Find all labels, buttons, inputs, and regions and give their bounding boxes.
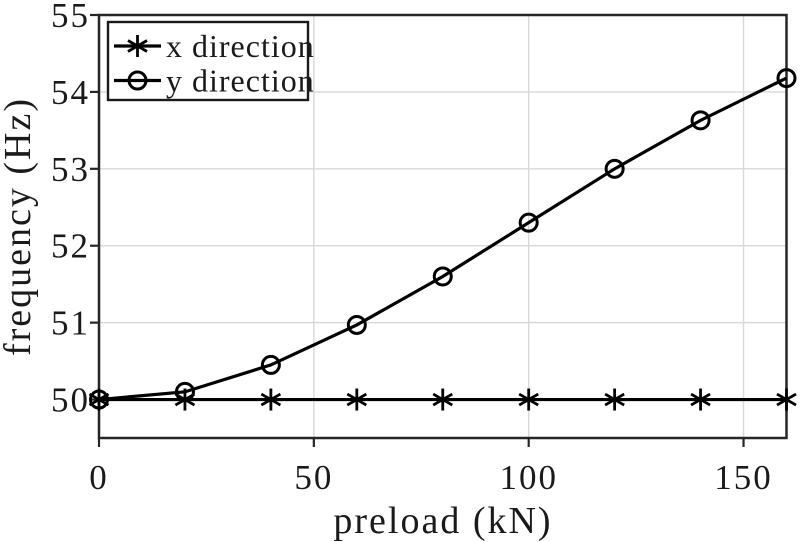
y-tick-label: 53 bbox=[51, 150, 90, 189]
axes: 50 51 52 53 54 55 0 50 100 150 bbox=[51, 0, 788, 497]
asterisk-marker bbox=[604, 388, 625, 411]
data-series bbox=[88, 68, 797, 411]
circle-marker bbox=[776, 68, 797, 89]
asterisk-marker bbox=[127, 35, 148, 57]
circle-marker bbox=[89, 389, 109, 410]
asterisk-spoke bbox=[518, 392, 539, 407]
circle-marker bbox=[174, 381, 195, 402]
circle-marker bbox=[346, 314, 367, 335]
y-tick-label: 54 bbox=[51, 73, 90, 112]
y-tick-label: 51 bbox=[51, 304, 90, 343]
circle-marker-shape bbox=[604, 158, 625, 179]
legend-item-label: x direction bbox=[166, 28, 315, 64]
plot-box bbox=[97, 13, 788, 440]
asterisk-spoke bbox=[432, 392, 453, 407]
asterisk-marker bbox=[346, 388, 368, 411]
circle-marker-shape bbox=[518, 212, 539, 233]
asterisk-marker bbox=[776, 388, 797, 411]
circle-marker-shape bbox=[260, 354, 281, 375]
y-tick-label: 55 bbox=[51, 0, 90, 35]
asterisk-marker bbox=[518, 388, 539, 411]
y-tick-label: 52 bbox=[51, 227, 90, 266]
asterisk-marker bbox=[690, 388, 711, 411]
x-tick-label: 150 bbox=[714, 458, 773, 497]
series-x-direction bbox=[88, 388, 797, 411]
asterisk-spoke bbox=[346, 392, 368, 407]
x-tick-label: 100 bbox=[499, 458, 558, 497]
legend-item-label: y direction bbox=[166, 63, 315, 99]
x-axis-label: preload (kN) bbox=[333, 500, 552, 542]
circle-marker-shape bbox=[346, 314, 367, 335]
circle-marker-shape bbox=[776, 68, 797, 89]
asterisk-marker bbox=[260, 388, 282, 411]
y-tick-label: 50 bbox=[51, 381, 90, 420]
circle-marker-shape bbox=[174, 381, 195, 402]
x-tick-label: 0 bbox=[89, 458, 109, 497]
circle-marker-shape bbox=[690, 110, 711, 131]
circle-marker bbox=[518, 212, 539, 233]
asterisk-spoke bbox=[604, 392, 625, 407]
y-axis-label: frequency (Hz) bbox=[0, 97, 39, 356]
circle-marker bbox=[690, 110, 711, 131]
legend-item: x direction bbox=[114, 28, 315, 64]
legend-item: y direction bbox=[114, 63, 315, 99]
asterisk-marker bbox=[432, 388, 453, 411]
circle-marker bbox=[127, 70, 148, 91]
x-tick-label: 50 bbox=[294, 458, 333, 497]
asterisk-spoke bbox=[127, 39, 148, 53]
circle-marker-shape bbox=[432, 266, 453, 287]
circle-marker-shape bbox=[89, 389, 109, 410]
circle-marker bbox=[604, 158, 625, 179]
circle-marker bbox=[260, 354, 281, 375]
asterisk-spoke bbox=[776, 392, 797, 407]
series-line bbox=[98, 76, 788, 402]
asterisk-spoke bbox=[260, 392, 282, 407]
circle-marker bbox=[432, 266, 453, 287]
circle-marker-shape bbox=[127, 70, 148, 91]
series-y-direction bbox=[89, 68, 797, 410]
asterisk-spoke bbox=[690, 392, 711, 407]
